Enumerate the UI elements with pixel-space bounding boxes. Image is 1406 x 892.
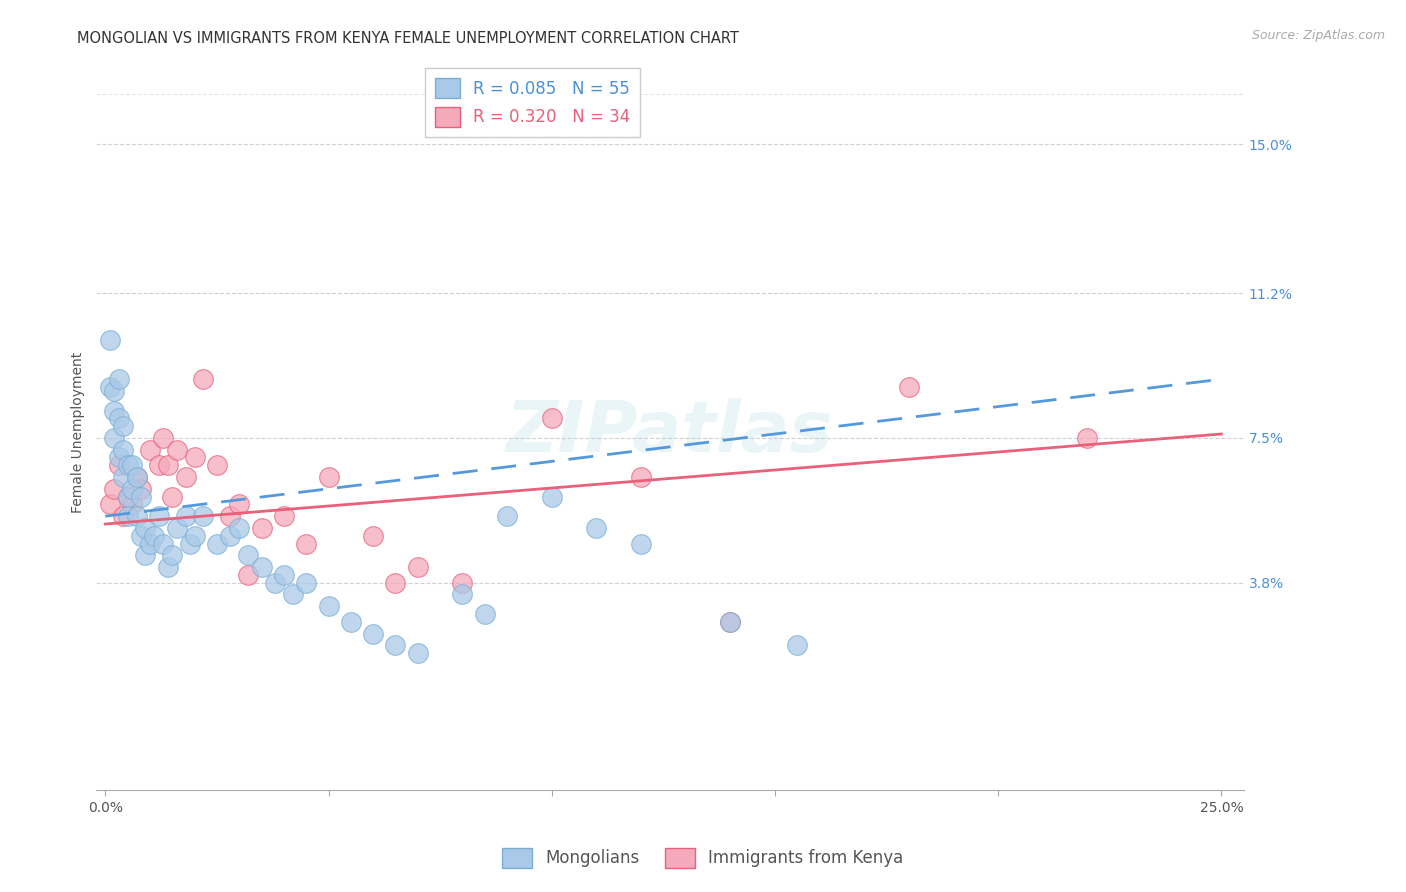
Point: [112, 470, 135, 484]
Point: [318, 470, 340, 484]
Point: [236, 549, 259, 563]
Point: [540, 490, 562, 504]
Point: [117, 490, 139, 504]
Point: [281, 587, 304, 601]
Point: [585, 521, 607, 535]
Point: [107, 458, 129, 473]
Point: [897, 380, 920, 394]
Point: [139, 536, 162, 550]
Point: [496, 509, 519, 524]
Point: [228, 498, 250, 512]
Point: [273, 509, 295, 524]
Point: [117, 509, 139, 524]
Point: [786, 638, 808, 652]
Point: [143, 529, 166, 543]
Point: [183, 450, 205, 465]
Point: [129, 482, 152, 496]
Point: [107, 372, 129, 386]
Point: [250, 560, 273, 574]
Point: [166, 521, 188, 535]
Point: [152, 431, 174, 445]
Point: [193, 509, 215, 524]
Point: [103, 384, 125, 398]
Point: [361, 529, 384, 543]
Point: [384, 638, 406, 652]
Point: [630, 536, 652, 550]
Point: [228, 521, 250, 535]
Point: [318, 599, 340, 614]
Point: [103, 431, 125, 445]
Point: [156, 458, 179, 473]
Point: [179, 536, 201, 550]
Point: [361, 626, 384, 640]
Legend: Mongolians, Immigrants from Kenya: Mongolians, Immigrants from Kenya: [496, 841, 910, 875]
Point: [205, 458, 228, 473]
Point: [148, 458, 170, 473]
Y-axis label: Female Unemployment: Female Unemployment: [72, 351, 86, 513]
Point: [134, 549, 156, 563]
Point: [98, 498, 121, 512]
Point: [103, 482, 125, 496]
Point: [107, 450, 129, 465]
Point: [148, 509, 170, 524]
Point: [406, 646, 429, 660]
Point: [264, 575, 287, 590]
Point: [129, 529, 152, 543]
Point: [406, 560, 429, 574]
Point: [474, 607, 496, 621]
Point: [183, 529, 205, 543]
Point: [273, 567, 295, 582]
Point: [125, 470, 148, 484]
Point: [103, 403, 125, 417]
Point: [1076, 431, 1098, 445]
Point: [295, 536, 318, 550]
Point: [219, 509, 242, 524]
Point: [117, 458, 139, 473]
Point: [340, 615, 363, 629]
Point: [236, 567, 259, 582]
Point: [166, 442, 188, 457]
Text: MONGOLIAN VS IMMIGRANTS FROM KENYA FEMALE UNEMPLOYMENT CORRELATION CHART: MONGOLIAN VS IMMIGRANTS FROM KENYA FEMAL…: [77, 31, 740, 46]
Point: [162, 490, 184, 504]
Point: [156, 560, 179, 574]
Point: [121, 482, 143, 496]
Point: [129, 490, 152, 504]
Text: ZIPatlas: ZIPatlas: [506, 398, 834, 467]
Point: [112, 442, 135, 457]
Point: [121, 458, 143, 473]
Legend: R = 0.085   N = 55, R = 0.320   N = 34: R = 0.085 N = 55, R = 0.320 N = 34: [425, 68, 640, 137]
Point: [174, 470, 197, 484]
Point: [250, 521, 273, 535]
Point: [205, 536, 228, 550]
Point: [117, 490, 139, 504]
Point: [98, 380, 121, 394]
Point: [152, 536, 174, 550]
Point: [219, 529, 242, 543]
Point: [125, 509, 148, 524]
Point: [384, 575, 406, 590]
Point: [193, 372, 215, 386]
Point: [718, 615, 741, 629]
Point: [112, 419, 135, 434]
Point: [540, 411, 562, 425]
Point: [451, 587, 474, 601]
Point: [451, 575, 474, 590]
Point: [295, 575, 318, 590]
Point: [174, 509, 197, 524]
Text: Source: ZipAtlas.com: Source: ZipAtlas.com: [1251, 29, 1385, 42]
Point: [107, 411, 129, 425]
Point: [718, 615, 741, 629]
Point: [139, 442, 162, 457]
Point: [112, 509, 135, 524]
Point: [98, 333, 121, 347]
Point: [134, 521, 156, 535]
Point: [121, 498, 143, 512]
Point: [125, 470, 148, 484]
Point: [630, 470, 652, 484]
Point: [162, 549, 184, 563]
